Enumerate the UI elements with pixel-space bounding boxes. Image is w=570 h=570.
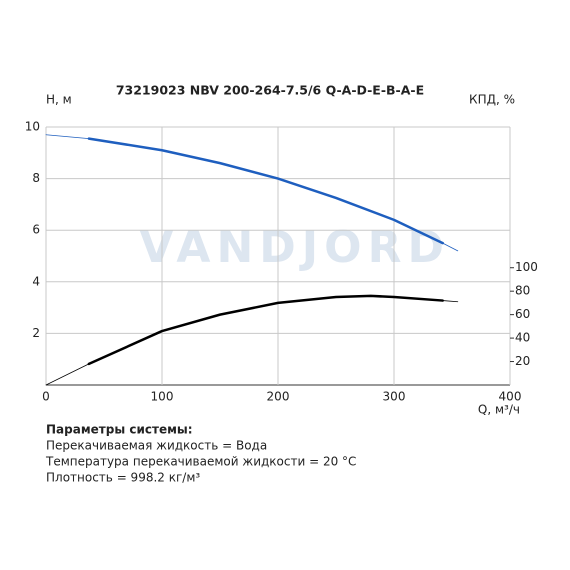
y2-tick-label: 20 [515,354,530,368]
y-axis-label: H, м [46,93,72,107]
y2-tick-label: 100 [515,260,538,274]
y2-tick-label: 60 [515,307,530,321]
y2-tick-label: 40 [515,331,530,345]
x-tick-label: 100 [151,390,174,404]
x-tick-label: 300 [383,390,406,404]
y-tick-label: 8 [32,171,40,185]
chart-title: 73219023 NBV 200-264-7.5/6 Q-A-D-E-B-A-E [116,83,424,98]
params-line: Перекачиваемая жидкость = Вода [46,439,267,453]
data-line [45,134,459,252]
params-line: Плотность = 998.2 кг/м³ [46,471,200,485]
y2-axis-label: КПД, % [469,93,515,107]
x-tick-label: 400 [499,390,522,404]
y-tick-label: 4 [32,274,40,288]
y2-tick-label: 80 [515,284,530,298]
watermark: VANDJORD [139,222,450,273]
y-tick-label: 2 [32,326,40,340]
x-tick-label: 0 [42,390,50,404]
data-line [87,294,444,366]
y-tick-label: 6 [32,223,40,237]
params-line: Температура перекачиваемой жидкости = 20… [45,455,356,469]
y-tick-label: 10 [25,120,40,134]
x-tick-label: 200 [267,390,290,404]
data-line [45,295,459,386]
x-axis-label: Q, м³/ч [478,403,520,417]
params-title: Параметры системы: [46,423,193,437]
